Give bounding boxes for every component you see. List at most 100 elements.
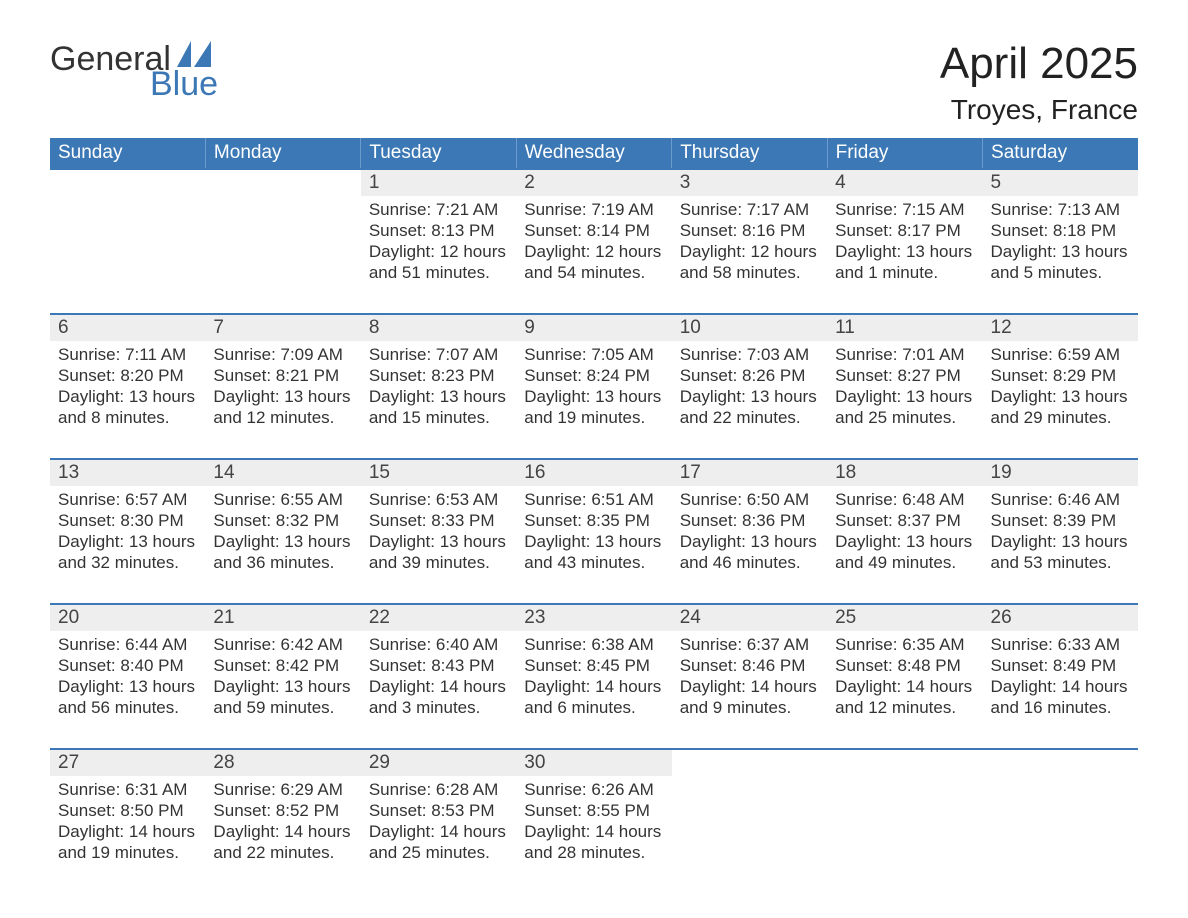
sunrise-line: Sunrise: 7:11 AM [58, 345, 197, 366]
day-number-cell: 28 [205, 749, 360, 776]
sunset-line: Sunset: 8:39 PM [991, 511, 1130, 532]
day-number-cell: 11 [827, 314, 982, 341]
daylight-line: Daylight: 13 hours and 36 minutes. [213, 532, 352, 573]
day-content-cell [205, 196, 360, 314]
daylight-line: Daylight: 13 hours and 56 minutes. [58, 677, 197, 718]
day-number-cell: 27 [50, 749, 205, 776]
weekday-header: Thursday [672, 138, 827, 169]
day-content-cell: Sunrise: 6:55 AMSunset: 8:32 PMDaylight:… [205, 486, 360, 604]
day-number-row: 6789101112 [50, 314, 1138, 341]
day-number-cell: 15 [361, 459, 516, 486]
day-number-row: 27282930 [50, 749, 1138, 776]
daylight-line: Daylight: 13 hours and 49 minutes. [835, 532, 974, 573]
daylight-line: Daylight: 13 hours and 29 minutes. [991, 387, 1130, 428]
sunrise-line: Sunrise: 7:13 AM [991, 200, 1130, 221]
weekday-header: Friday [827, 138, 982, 169]
day-number-cell [983, 749, 1138, 776]
day-number-row: 13141516171819 [50, 459, 1138, 486]
sunrise-line: Sunrise: 6:29 AM [213, 780, 352, 801]
day-number-cell: 5 [983, 169, 1138, 196]
day-content-cell: Sunrise: 7:07 AMSunset: 8:23 PMDaylight:… [361, 341, 516, 459]
day-content-cell: Sunrise: 7:11 AMSunset: 8:20 PMDaylight:… [50, 341, 205, 459]
day-number-cell: 17 [672, 459, 827, 486]
sunset-line: Sunset: 8:33 PM [369, 511, 508, 532]
day-content-cell: Sunrise: 6:46 AMSunset: 8:39 PMDaylight:… [983, 486, 1138, 604]
sunrise-line: Sunrise: 6:59 AM [991, 345, 1130, 366]
day-content-cell: Sunrise: 6:31 AMSunset: 8:50 PMDaylight:… [50, 776, 205, 894]
sunset-line: Sunset: 8:18 PM [991, 221, 1130, 242]
day-number-cell: 18 [827, 459, 982, 486]
day-number-cell: 29 [361, 749, 516, 776]
day-content-cell: Sunrise: 6:59 AMSunset: 8:29 PMDaylight:… [983, 341, 1138, 459]
day-number-cell: 26 [983, 604, 1138, 631]
weekday-header: Sunday [50, 138, 205, 169]
day-number-cell: 2 [516, 169, 671, 196]
logo-word-2: Blue [150, 65, 218, 104]
daylight-line: Daylight: 14 hours and 16 minutes. [991, 677, 1130, 718]
sunrise-line: Sunrise: 6:53 AM [369, 490, 508, 511]
day-number-cell: 1 [361, 169, 516, 196]
day-content-cell: Sunrise: 6:33 AMSunset: 8:49 PMDaylight:… [983, 631, 1138, 749]
sunset-line: Sunset: 8:23 PM [369, 366, 508, 387]
day-content-cell: Sunrise: 6:44 AMSunset: 8:40 PMDaylight:… [50, 631, 205, 749]
day-number-cell: 16 [516, 459, 671, 486]
sunrise-line: Sunrise: 6:51 AM [524, 490, 663, 511]
sunset-line: Sunset: 8:17 PM [835, 221, 974, 242]
day-number-cell: 6 [50, 314, 205, 341]
day-number-cell: 20 [50, 604, 205, 631]
day-content-cell: Sunrise: 7:09 AMSunset: 8:21 PMDaylight:… [205, 341, 360, 459]
sunrise-line: Sunrise: 7:15 AM [835, 200, 974, 221]
sunset-line: Sunset: 8:27 PM [835, 366, 974, 387]
day-content-cell [827, 776, 982, 894]
day-content-cell: Sunrise: 7:15 AMSunset: 8:17 PMDaylight:… [827, 196, 982, 314]
day-number-cell: 8 [361, 314, 516, 341]
day-number-cell [205, 169, 360, 196]
sunrise-line: Sunrise: 6:46 AM [991, 490, 1130, 511]
sunrise-line: Sunrise: 6:44 AM [58, 635, 197, 656]
month-title: April 2025 [940, 40, 1138, 88]
daylight-line: Daylight: 14 hours and 25 minutes. [369, 822, 508, 863]
sunset-line: Sunset: 8:37 PM [835, 511, 974, 532]
sunset-line: Sunset: 8:46 PM [680, 656, 819, 677]
sunrise-line: Sunrise: 6:33 AM [991, 635, 1130, 656]
day-content-cell: Sunrise: 7:05 AMSunset: 8:24 PMDaylight:… [516, 341, 671, 459]
weekday-header: Tuesday [361, 138, 516, 169]
day-content-cell: Sunrise: 6:48 AMSunset: 8:37 PMDaylight:… [827, 486, 982, 604]
header: General Blue April 2025 Troyes, France [50, 40, 1138, 126]
sunrise-line: Sunrise: 6:35 AM [835, 635, 974, 656]
day-number-cell: 14 [205, 459, 360, 486]
day-content-cell: Sunrise: 6:29 AMSunset: 8:52 PMDaylight:… [205, 776, 360, 894]
day-number-cell: 12 [983, 314, 1138, 341]
daylight-line: Daylight: 13 hours and 43 minutes. [524, 532, 663, 573]
weekday-header: Wednesday [516, 138, 671, 169]
day-number-cell [827, 749, 982, 776]
calendar-body: 12345 Sunrise: 7:21 AMSunset: 8:13 PMDay… [50, 169, 1138, 894]
daylight-line: Daylight: 13 hours and 39 minutes. [369, 532, 508, 573]
day-content-cell: Sunrise: 7:01 AMSunset: 8:27 PMDaylight:… [827, 341, 982, 459]
day-content-cell: Sunrise: 6:51 AMSunset: 8:35 PMDaylight:… [516, 486, 671, 604]
sunset-line: Sunset: 8:45 PM [524, 656, 663, 677]
sunrise-line: Sunrise: 6:38 AM [524, 635, 663, 656]
sunset-line: Sunset: 8:24 PM [524, 366, 663, 387]
daylight-line: Daylight: 14 hours and 9 minutes. [680, 677, 819, 718]
daylight-line: Daylight: 12 hours and 58 minutes. [680, 242, 819, 283]
daylight-line: Daylight: 13 hours and 8 minutes. [58, 387, 197, 428]
sunset-line: Sunset: 8:32 PM [213, 511, 352, 532]
daylight-line: Daylight: 13 hours and 12 minutes. [213, 387, 352, 428]
sunset-line: Sunset: 8:40 PM [58, 656, 197, 677]
day-content-cell: Sunrise: 6:57 AMSunset: 8:30 PMDaylight:… [50, 486, 205, 604]
day-number-cell: 19 [983, 459, 1138, 486]
sunrise-line: Sunrise: 6:48 AM [835, 490, 974, 511]
sunrise-line: Sunrise: 6:31 AM [58, 780, 197, 801]
daylight-line: Daylight: 14 hours and 22 minutes. [213, 822, 352, 863]
day-number-row: 12345 [50, 169, 1138, 196]
day-number-cell: 21 [205, 604, 360, 631]
sunset-line: Sunset: 8:52 PM [213, 801, 352, 822]
day-number-cell: 23 [516, 604, 671, 631]
sunrise-line: Sunrise: 6:26 AM [524, 780, 663, 801]
sunset-line: Sunset: 8:49 PM [991, 656, 1130, 677]
day-content-row: Sunrise: 6:57 AMSunset: 8:30 PMDaylight:… [50, 486, 1138, 604]
calendar-header-row: SundayMondayTuesdayWednesdayThursdayFrid… [50, 138, 1138, 169]
sunset-line: Sunset: 8:53 PM [369, 801, 508, 822]
day-content-cell: Sunrise: 6:35 AMSunset: 8:48 PMDaylight:… [827, 631, 982, 749]
